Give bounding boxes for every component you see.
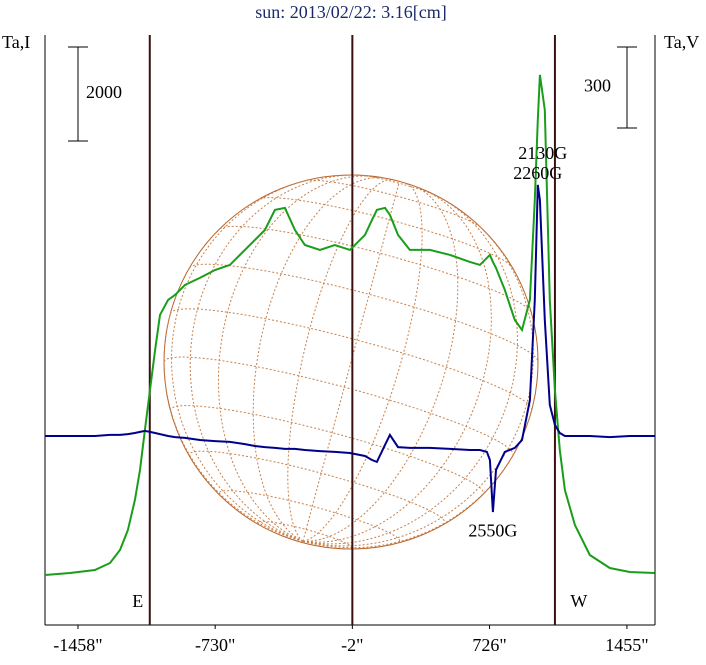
solar-grid-line [302,220,534,547]
y2-axis-label: Ta,V [664,32,699,52]
x-tick-label: -730" [195,635,235,655]
annotation: 2130G [518,143,567,163]
solar-grid-line [188,450,446,525]
annotation: 2260G [513,163,562,183]
y-axis-label: Ta,I [2,32,30,52]
x-tick-label: 1455" [605,635,648,655]
solar-grid-line [302,190,492,543]
x-tick-label: -1458" [53,635,102,655]
annotation: 2550G [468,520,517,540]
x-tick-label: 726" [472,635,506,655]
solar-grid-line [217,175,373,542]
series-line [44,74,655,576]
chart-title: sun: 2013/02/22: 3.16[cm] [255,2,447,22]
x-tick-label: -2" [341,635,363,655]
solar-grid-line [302,196,518,545]
solar-grid-line [170,177,316,542]
solar-disk [163,174,539,550]
solar-limb [163,174,539,550]
scale-bar-label: 300 [584,76,611,96]
solar-grid-line [259,197,513,267]
limb-label: W [570,591,587,611]
solar-grid-line [169,308,533,411]
solar-grid-line [252,177,386,542]
solar-grid-line [287,179,392,542]
solar-grid-line [163,356,514,456]
solar-grid-line [189,174,358,542]
solar-grid-line [302,183,423,542]
scale-bar-label: 2000 [86,82,122,102]
limb-label: E [132,591,143,611]
series-line [45,184,655,513]
solar-grid-line [189,263,539,362]
solar-grid-line [303,185,459,542]
solar-grid-line [357,174,439,198]
solar-grid-line [218,490,401,544]
